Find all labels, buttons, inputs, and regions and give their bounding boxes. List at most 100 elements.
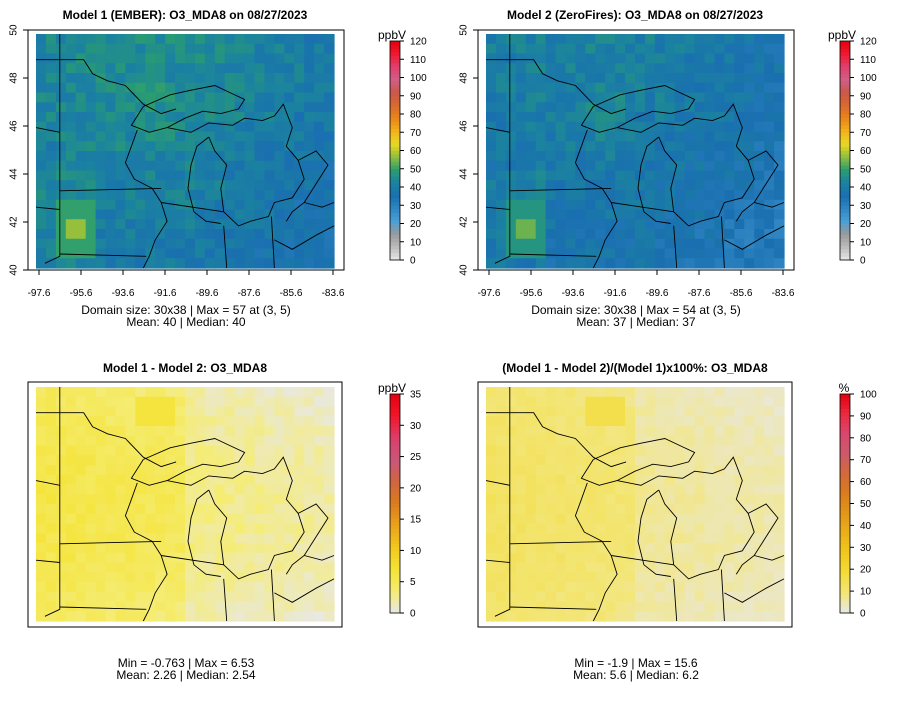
grid-cell [774, 170, 785, 181]
grid-cell [774, 112, 785, 123]
grid-cell [615, 601, 626, 612]
grid-cell [515, 387, 527, 398]
grid-cell [105, 416, 117, 427]
grid-cell [254, 229, 266, 240]
grid-cell [635, 34, 646, 45]
grid-cell [704, 170, 716, 181]
grid-cell [214, 601, 226, 612]
grid-cell [644, 455, 656, 466]
grid-cell [214, 131, 226, 142]
grid-cell [734, 63, 745, 74]
grid-cell [194, 43, 206, 55]
grid-cell [125, 238, 136, 250]
grid-cell [234, 543, 246, 554]
grid-cell [625, 523, 636, 534]
grid-cell [204, 141, 216, 152]
grid-cell [175, 73, 186, 84]
grid-cell [625, 572, 636, 583]
grid-cell [115, 92, 126, 103]
grid-cell [694, 34, 706, 45]
colorbar-tick-label: 70 [410, 128, 422, 139]
grid-cell [125, 219, 136, 230]
grid-cell [744, 112, 755, 123]
grid-cell [254, 180, 266, 191]
grid-cell [565, 112, 576, 123]
grid-cell [274, 160, 285, 172]
grid-cell [314, 43, 325, 55]
grid-cell [486, 73, 497, 84]
grid-cell [704, 229, 716, 240]
grid-cell [644, 591, 656, 603]
grid-cell [65, 474, 77, 486]
grid-cell [585, 552, 596, 564]
grid-cell [664, 112, 676, 123]
grid-cell [724, 455, 735, 466]
grid-cell [724, 562, 735, 573]
grid-cell [734, 151, 745, 162]
grid-cell [605, 406, 616, 417]
grid-cell [644, 543, 656, 554]
colorbar-segment [840, 565, 850, 570]
lon-tick-label: -91.6 [154, 288, 177, 299]
grid-cell [75, 151, 87, 162]
grid-cell [684, 219, 696, 230]
colorbar-tick-label: 20 [860, 219, 872, 230]
grid-cell [145, 465, 156, 476]
grid-cell [55, 92, 67, 103]
grid-cell [684, 141, 696, 152]
grid-cell [45, 523, 57, 534]
grid-cell [754, 229, 765, 240]
grid-cell [774, 552, 785, 564]
grid-cell [754, 572, 765, 583]
grid-cell [684, 131, 696, 142]
grid-cell [714, 238, 725, 250]
grid-cell [615, 484, 626, 495]
grid-cell [185, 572, 196, 583]
grid-cell [714, 523, 725, 534]
grid-cell [724, 160, 735, 172]
colorbar-tick-label: 120 [410, 37, 427, 48]
grid-cell [194, 533, 206, 544]
grid-cell [505, 180, 517, 191]
grid-cell [55, 151, 67, 162]
grid-cell [95, 82, 107, 94]
grid-cell [274, 494, 285, 505]
grid-cell [105, 190, 117, 201]
grid-cell [565, 43, 576, 55]
grid-cell [605, 523, 616, 534]
grid-cell [135, 455, 146, 466]
grid-cell [515, 416, 527, 427]
grid-cell [525, 43, 537, 55]
grid-cell [294, 248, 305, 259]
grid-cell [36, 248, 47, 259]
grid-cell [45, 582, 57, 593]
grid-cell [625, 209, 636, 220]
grid-cell [36, 180, 47, 191]
grid-cell [495, 238, 507, 250]
boundary-line [304, 555, 335, 561]
grid-cell [234, 238, 246, 250]
colorbar-segment [840, 143, 850, 148]
grid-cell [535, 513, 547, 525]
stats-line-1: Domain size: 30x38 | Max = 57 at (3, 5) [81, 303, 291, 317]
grid-cell [314, 601, 325, 612]
grid-cell [525, 513, 537, 525]
grid-cell [615, 406, 626, 417]
grid-cell [625, 160, 636, 172]
grid-cell [714, 591, 725, 603]
grid-cell [224, 396, 236, 408]
grid-cell [486, 513, 497, 525]
grid-cell [744, 504, 755, 515]
grid-cell [734, 258, 745, 269]
grid-cell [605, 543, 616, 554]
grid-cell [525, 523, 537, 534]
grid-cell [65, 435, 77, 447]
grid-cell [575, 180, 586, 191]
grid-cell [254, 513, 266, 525]
grid-cell [525, 141, 537, 152]
grid-cell [234, 121, 246, 133]
grid-cell [115, 190, 126, 201]
grid-cell [714, 170, 725, 181]
boundary-line [161, 555, 224, 566]
